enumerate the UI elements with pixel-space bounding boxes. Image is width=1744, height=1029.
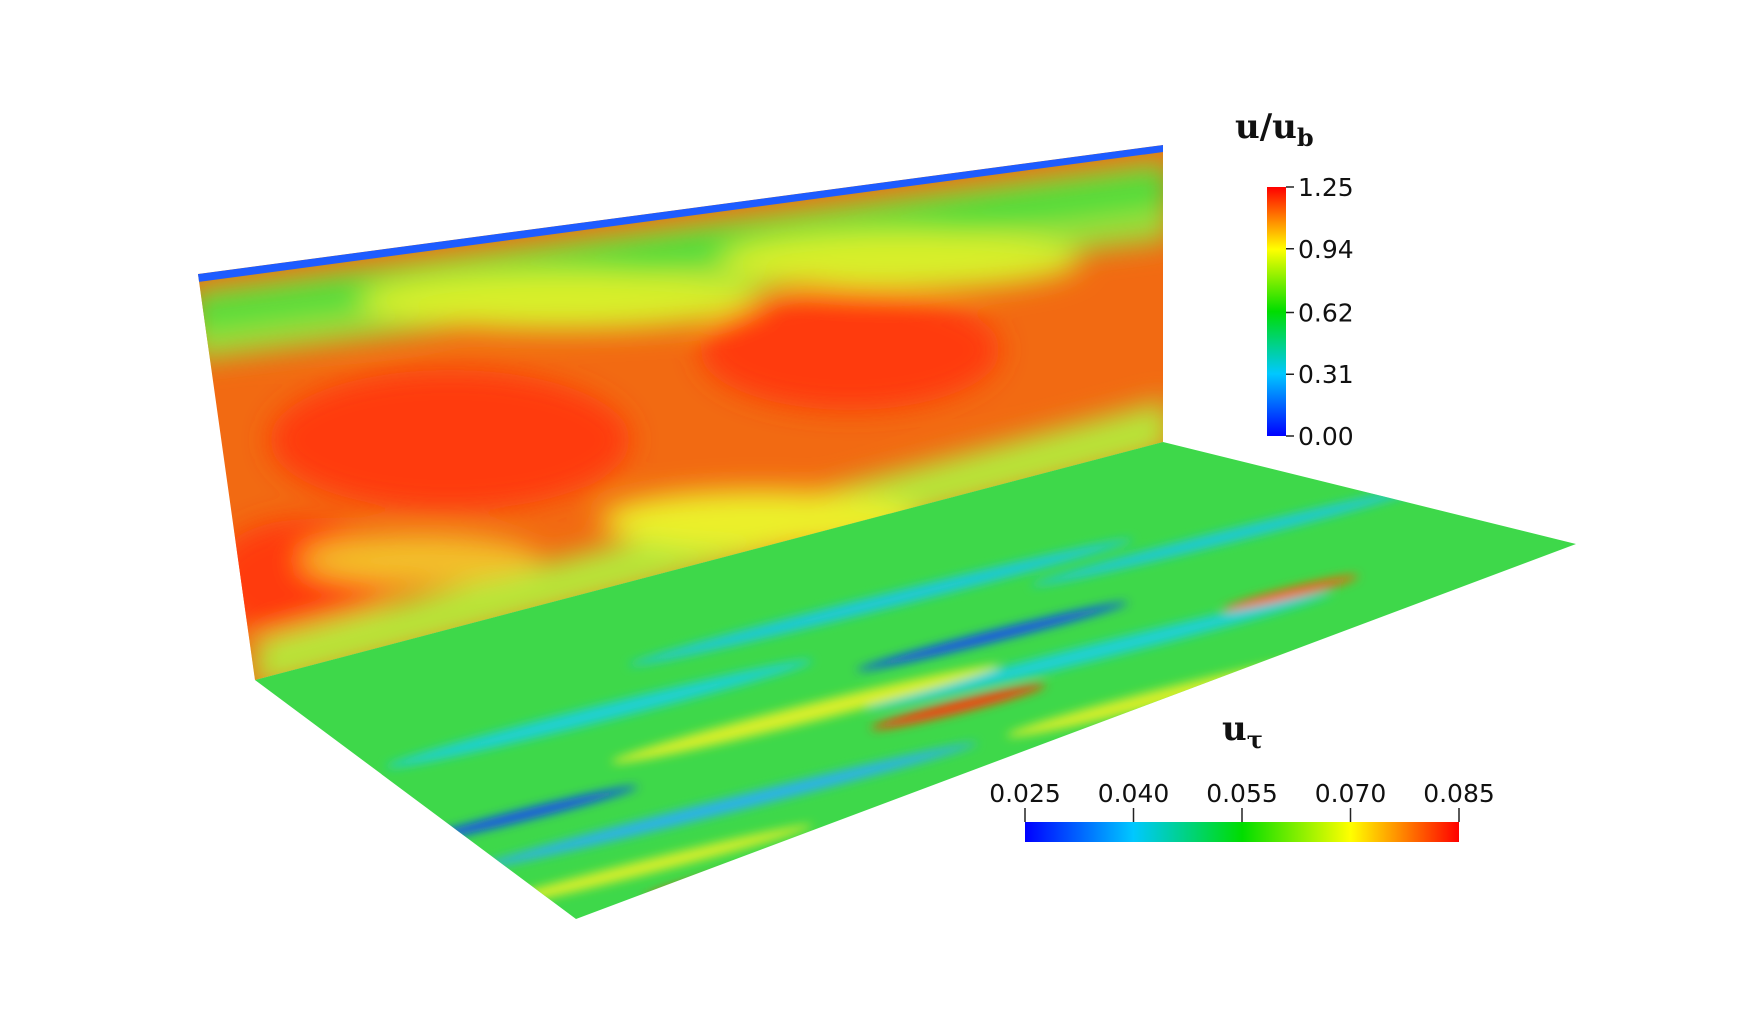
title-main: u [1222,709,1247,749]
wall-field [198,145,1163,680]
tick-label: 0.055 [1206,779,1278,808]
tick-label: 0.085 [1423,779,1495,808]
tick-label: 0.00 [1298,422,1354,451]
tick-label: 1.25 [1298,173,1354,202]
colorbar-title: uτ [1222,709,1263,754]
colorbar [1267,187,1286,436]
tick-label: 0.025 [989,779,1061,808]
colorbars: u/ub 0.00 0.31 0.62 0.94 1.25 uτ 0.025 0.040 0.05… [989,107,1495,842]
colorbar-title: u/ub [1235,107,1314,152]
colorbar [1025,822,1459,842]
tick-label: 0.94 [1298,235,1354,264]
tick-label: 0.62 [1298,298,1354,327]
title-main: u/u [1235,107,1297,147]
title-sub: b [1297,123,1314,152]
tick-label: 0.040 [1098,779,1170,808]
tick-label: 0.070 [1315,779,1387,808]
title-sub: τ [1247,725,1263,754]
tick-label: 0.31 [1298,360,1354,389]
